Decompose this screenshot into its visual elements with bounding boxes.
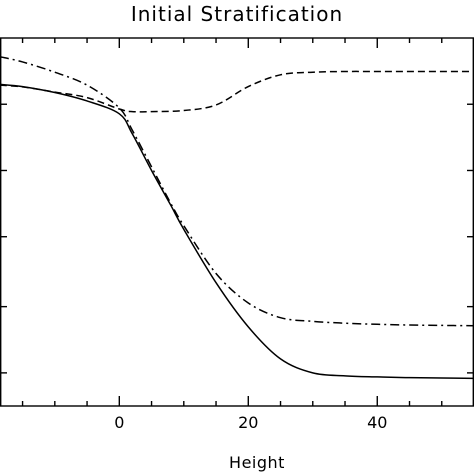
x-axis-label: Height — [229, 453, 285, 472]
x-tick-label: 20 — [238, 413, 258, 432]
x-tick-label: 40 — [367, 413, 387, 432]
tick-marks — [0, 38, 474, 406]
series-line-dashed — [0, 70, 474, 113]
series-lines — [0, 56, 474, 380]
series-line-solid — [0, 83, 474, 380]
x-tick-label: 0 — [114, 413, 124, 432]
tick-labels: 20 0 20 40 — [0, 413, 387, 432]
x-tick-label: 20 — [0, 413, 1, 432]
series-line-dashdot — [0, 56, 474, 327]
chart-title: Initial Stratification — [131, 2, 343, 26]
plot-frame — [0, 37, 474, 407]
